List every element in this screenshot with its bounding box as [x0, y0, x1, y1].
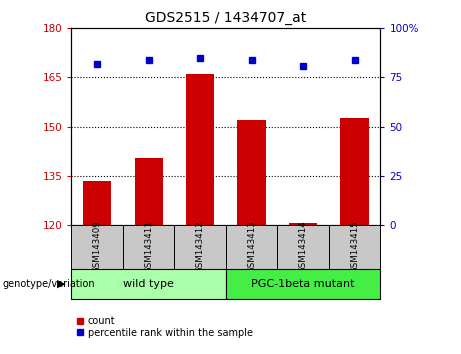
- Bar: [71, 225, 123, 269]
- Bar: [71, 269, 226, 299]
- Text: wild type: wild type: [123, 279, 174, 289]
- Text: ▶: ▶: [57, 279, 65, 289]
- Title: GDS2515 / 1434707_at: GDS2515 / 1434707_at: [145, 11, 307, 24]
- Bar: [226, 269, 380, 299]
- Bar: [174, 225, 226, 269]
- Text: GSM143412: GSM143412: [195, 221, 205, 273]
- Bar: [186, 74, 214, 225]
- Text: PGC-1beta mutant: PGC-1beta mutant: [251, 279, 355, 289]
- Bar: [340, 118, 369, 225]
- Text: GSM143414: GSM143414: [299, 221, 307, 273]
- Bar: [123, 225, 174, 269]
- Text: GSM143413: GSM143413: [247, 221, 256, 273]
- Bar: [278, 225, 329, 269]
- Bar: [226, 225, 278, 269]
- Bar: [329, 225, 380, 269]
- Text: genotype/variation: genotype/variation: [2, 279, 95, 289]
- Text: GSM143411: GSM143411: [144, 221, 153, 273]
- Text: GSM143415: GSM143415: [350, 221, 359, 273]
- Bar: [83, 181, 112, 225]
- Bar: [237, 120, 266, 225]
- Text: GSM143409: GSM143409: [93, 221, 102, 273]
- Legend: count, percentile rank within the sample: count, percentile rank within the sample: [77, 316, 253, 338]
- Bar: [135, 158, 163, 225]
- Bar: [289, 223, 317, 225]
